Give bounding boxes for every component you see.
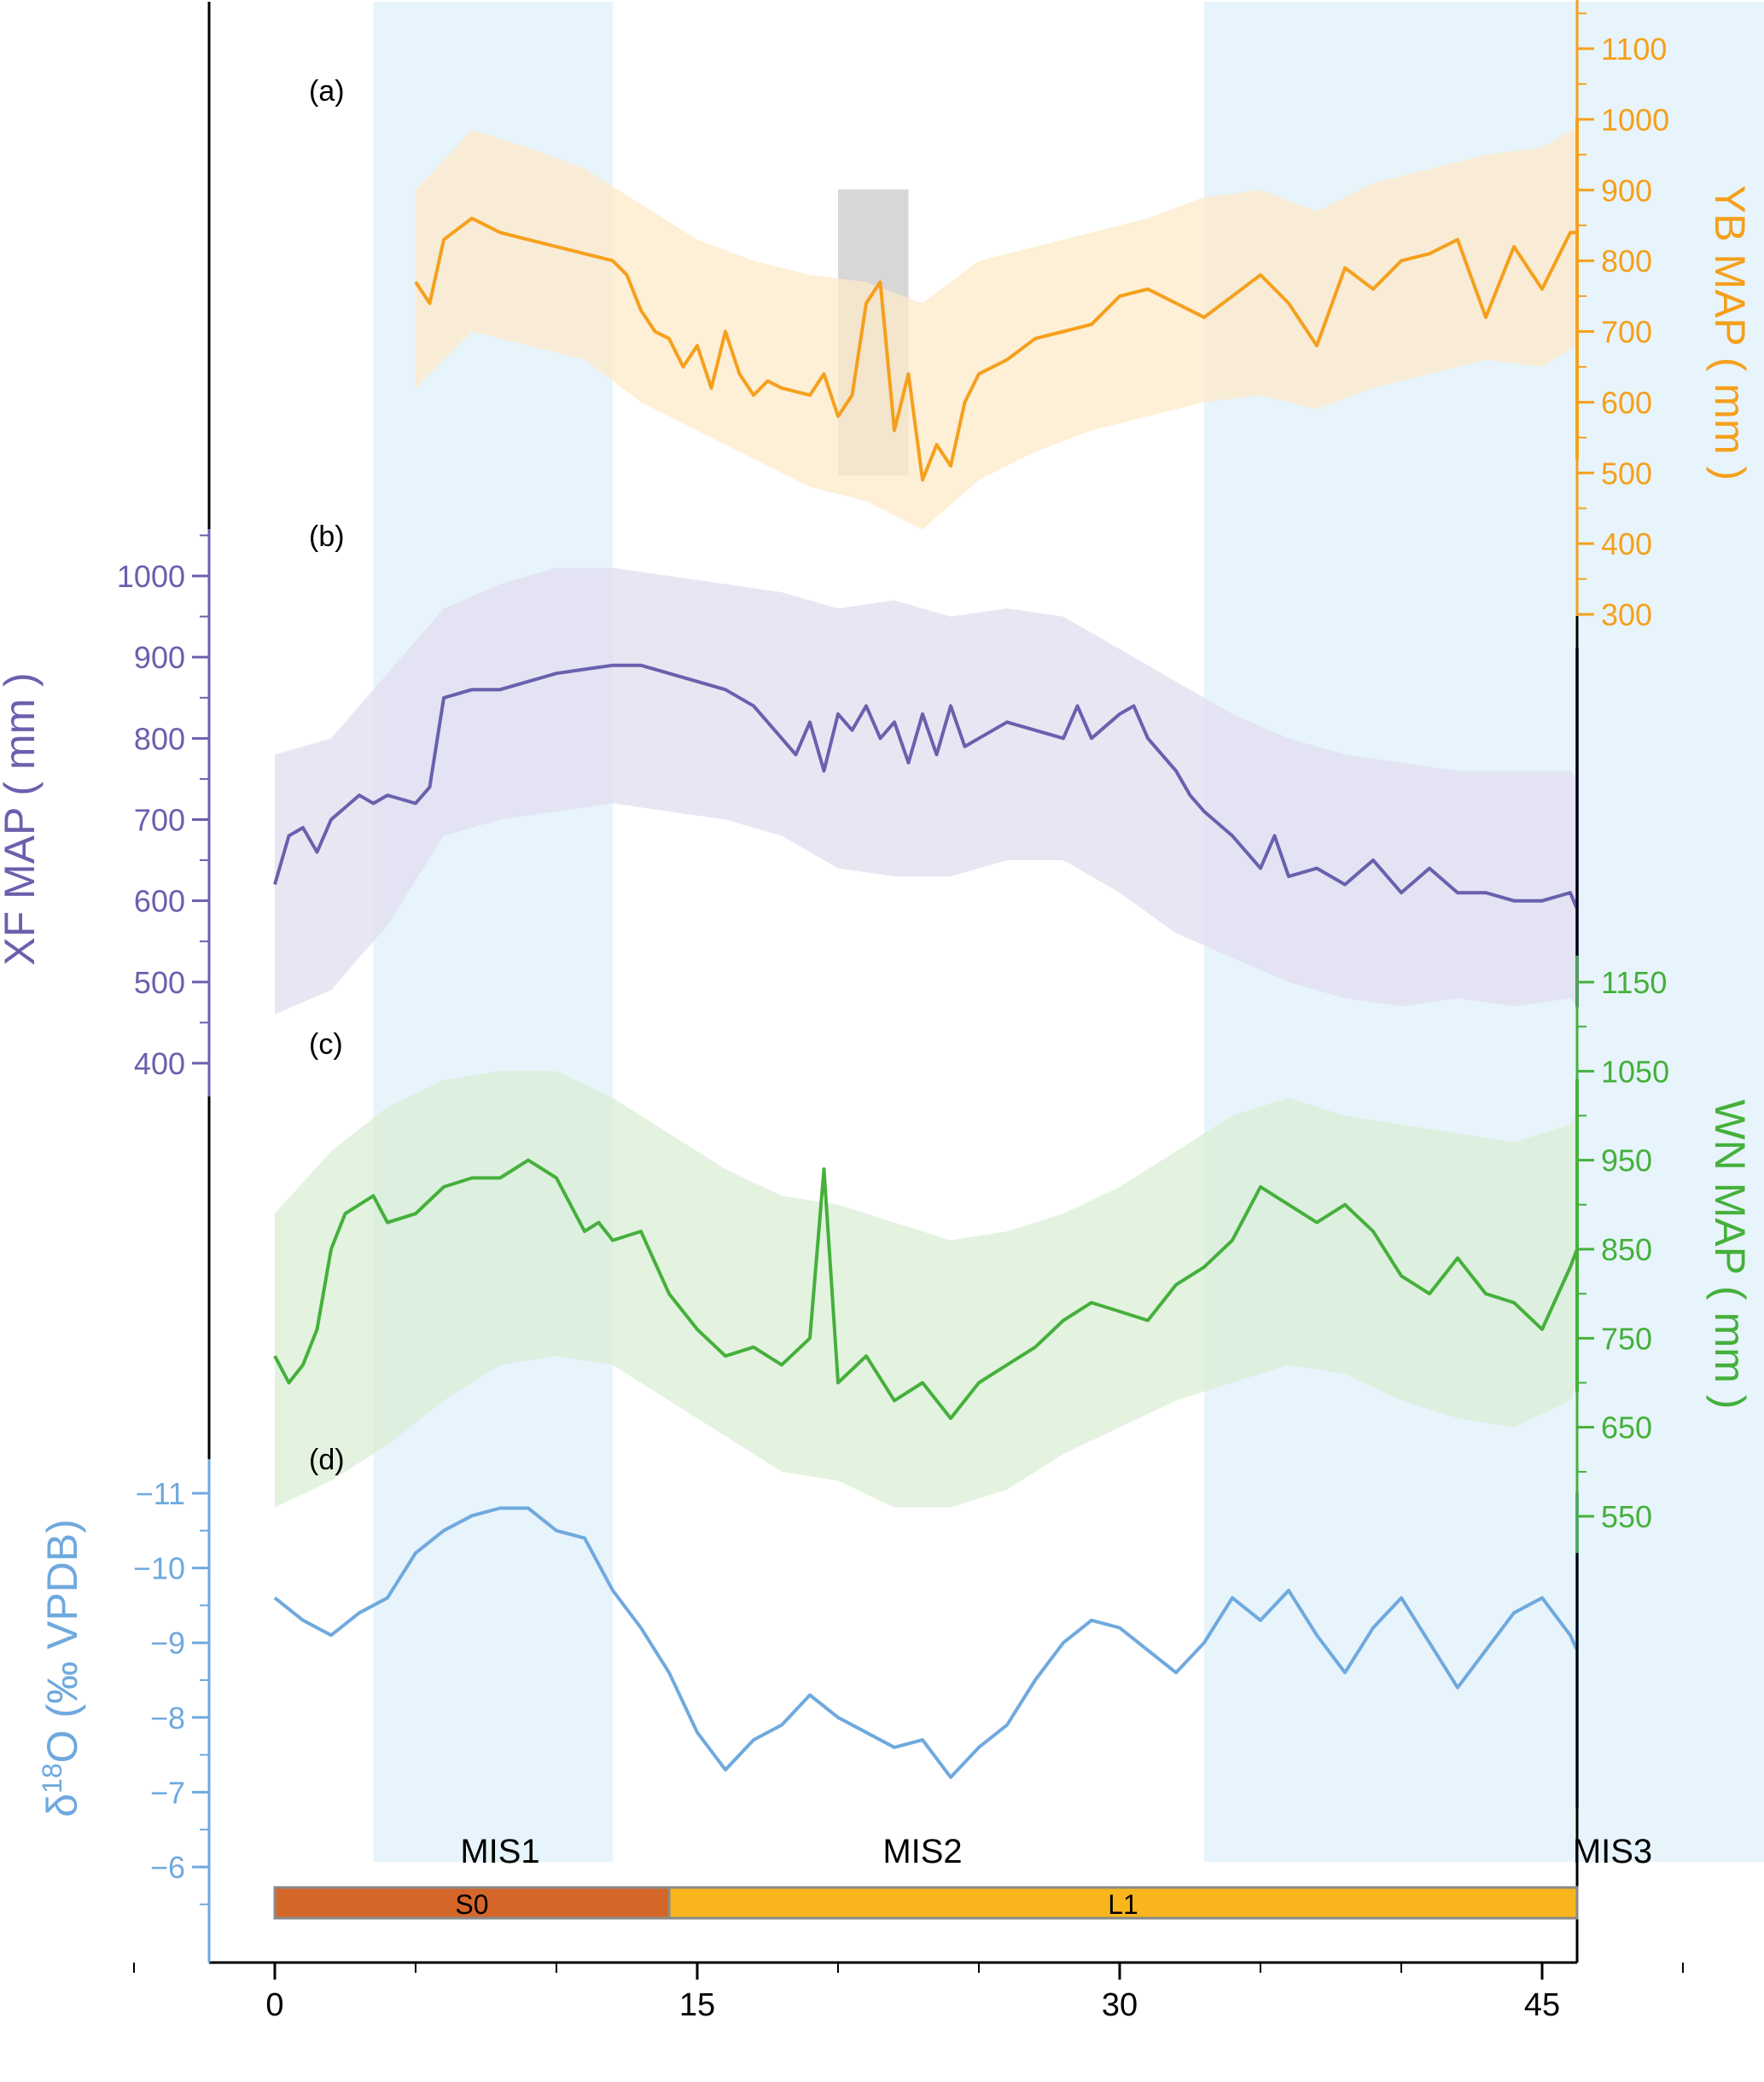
d18o-y-tick-label: −11 <box>136 1476 185 1511</box>
xf-y-tick-label: 600 <box>134 884 185 919</box>
yb-y-tick-label: 900 <box>1601 173 1652 208</box>
wn-y-tick-label: 1150 <box>1601 965 1667 1000</box>
d18o-y-tick-label: −9 <box>150 1625 185 1660</box>
x-tick-label: 0 <box>265 1987 283 2023</box>
yb-y-tick-label: 600 <box>1601 385 1652 420</box>
yb-y-tick-label: 700 <box>1601 315 1652 350</box>
axis-title-superscript: 18 <box>37 1763 67 1794</box>
d18o-y-tick-label: −8 <box>150 1701 185 1736</box>
labels: 0153045607590105120135Age (ka)3004005006… <box>0 32 1754 2023</box>
wn-uncertainty-band <box>275 973 1577 1526</box>
panel-label-yb: (a) <box>309 75 345 108</box>
mis-annotation: MIS2 <box>882 1833 962 1870</box>
wn-y-tick-label: 1050 <box>1601 1054 1669 1089</box>
xf-axis-title: XF MAP ( mm ) <box>0 672 44 966</box>
xf-y-tick-label: 900 <box>134 640 185 675</box>
d18o-axis-title: δ18O (‰ VPDB) <box>37 1519 86 1817</box>
xf-y-tick-label: 1000 <box>117 559 185 594</box>
yb-y-tick-label: 800 <box>1601 244 1652 279</box>
uncertainty-bands <box>275 55 1577 1526</box>
mis-annotation: MIS1 <box>460 1833 539 1870</box>
wn-y-tick-label: 950 <box>1601 1143 1652 1178</box>
xf-y-tick-label: 800 <box>134 721 185 756</box>
panel-label-wn: (c) <box>309 1028 343 1061</box>
yb-y-tick-label: 1000 <box>1601 102 1669 137</box>
x-tick-label: 30 <box>1102 1987 1138 2023</box>
yb-axis-title: YB MAP ( mm ) <box>1706 185 1754 480</box>
xf-y-tick-label: 700 <box>134 803 185 838</box>
axis-title-delta: δ <box>38 1794 86 1817</box>
xf-y-tick-label: 400 <box>134 1046 185 1081</box>
wn-axis-title: WN MAP ( mm ) <box>1706 1100 1754 1410</box>
frame-and-axes <box>133 0 1684 1980</box>
x-tick-label: 15 <box>679 1987 715 2023</box>
wn-y-tick-label: 650 <box>1601 1410 1652 1445</box>
yb-y-tick-label: 1100 <box>1601 32 1667 67</box>
mis-annotation: MIS3 <box>1573 1833 1652 1870</box>
x-tick-label: 45 <box>1524 1987 1560 2023</box>
yb-y-tick-label: 500 <box>1601 456 1652 491</box>
wn-y-tick-label: 850 <box>1601 1232 1652 1267</box>
wn-y-tick-label: 750 <box>1601 1321 1652 1356</box>
strat-unit-1 <box>667 1886 1579 1920</box>
yb-uncertainty-band <box>416 55 1577 579</box>
axis-title-rest: O (‰ VPDB) <box>38 1519 86 1763</box>
d18o-y-tick-label: −6 <box>150 1850 185 1885</box>
xf-y-tick-label: 500 <box>134 965 185 1000</box>
d18o-y-tick-label: −10 <box>133 1551 185 1586</box>
xf-uncertainty-band <box>275 560 1577 1056</box>
panel-label-xf: (b) <box>309 520 345 553</box>
strat-label: L1 <box>1108 1889 1138 1920</box>
panel-label-d18o: (d) <box>309 1444 345 1476</box>
strat-label: S0 <box>455 1889 488 1920</box>
wn-y-tick-label: 550 <box>1601 1499 1652 1534</box>
d18o-y-tick-label: −7 <box>150 1775 185 1810</box>
yb-y-tick-label: 300 <box>1601 597 1652 632</box>
yb-y-tick-label: 400 <box>1601 526 1652 561</box>
